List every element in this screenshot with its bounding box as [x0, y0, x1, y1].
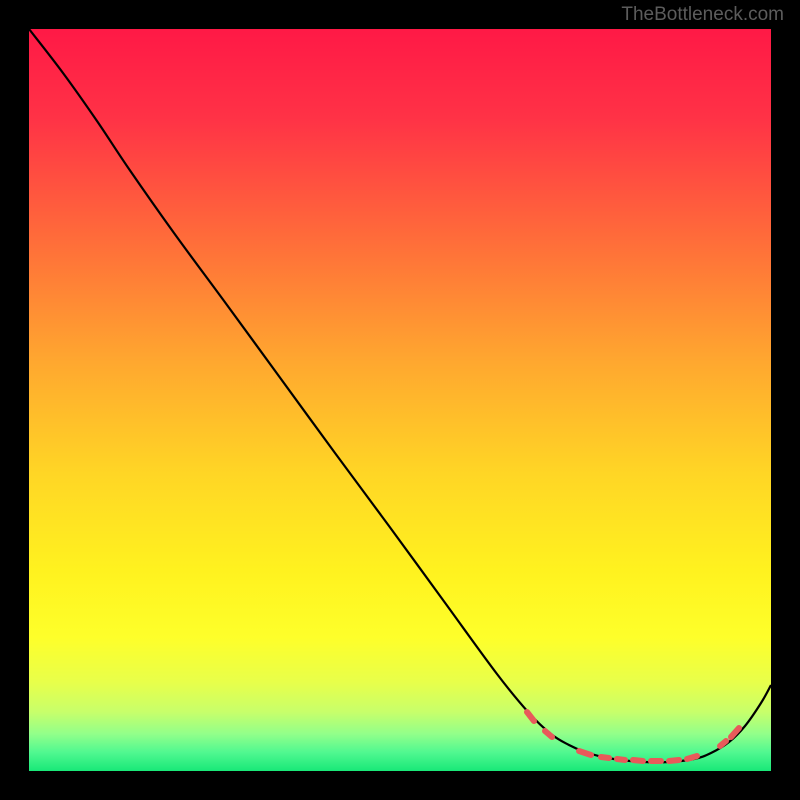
dash-segment	[579, 751, 591, 755]
dash-segment	[527, 712, 534, 721]
dash-segment	[617, 759, 625, 760]
dash-segment	[601, 757, 609, 758]
dash-segment	[545, 731, 552, 737]
dash-segment	[633, 760, 643, 761]
chart-plot-area	[29, 29, 771, 771]
curve-layer	[29, 29, 771, 771]
dash-segment	[669, 760, 679, 761]
watermark-text: TheBottleneck.com	[621, 4, 784, 26]
dash-segment	[720, 741, 726, 746]
dash-segment	[731, 728, 739, 737]
dash-segment	[687, 756, 697, 759]
main-curve	[29, 29, 771, 762]
